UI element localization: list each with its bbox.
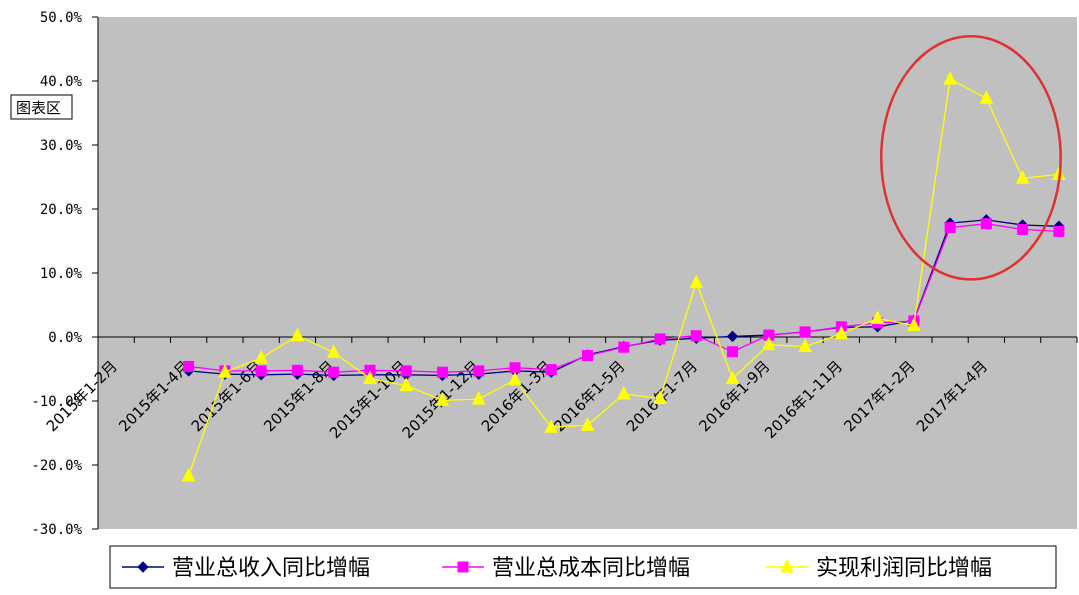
- series-marker: [435, 392, 450, 406]
- y-tick-label: -10.0%: [31, 394, 82, 410]
- series-marker: [218, 364, 232, 378]
- legend-label: 营业总收入同比增幅: [172, 556, 370, 581]
- series-marker: [137, 561, 149, 573]
- legend: 营业总收入同比增幅 营业总成本同比增幅 实现利润同比增幅: [109, 545, 1057, 589]
- y-tick-label: 0.0%: [48, 330, 82, 346]
- series-marker: [944, 222, 956, 234]
- series-marker: [508, 371, 522, 386]
- plot-area: [97, 17, 1077, 529]
- series-marker: [618, 341, 630, 353]
- y-tick-label: 50.0%: [40, 10, 83, 26]
- series-marker: [326, 344, 341, 358]
- series-marker: [943, 70, 957, 85]
- series-marker: [582, 350, 593, 362]
- series-marker: [254, 350, 268, 364]
- series-marker: [870, 310, 885, 324]
- highlight-ellipse: [879, 34, 1062, 281]
- series-marker: [689, 274, 704, 289]
- series-marker: [726, 330, 739, 343]
- series-marker: [761, 336, 776, 351]
- series-marker: [290, 327, 305, 342]
- series-marker: [436, 366, 448, 378]
- series-marker: [725, 370, 740, 385]
- chart-area-tag-text: 图表区: [16, 99, 61, 117]
- legend-item-1: 营业总收入同比增幅: [122, 556, 370, 581]
- legend-item-2: 营业总成本同比增幅: [442, 556, 690, 581]
- series-marker: [727, 346, 739, 358]
- y-tick-label: 30.0%: [40, 138, 83, 154]
- plot-background: [98, 17, 1077, 529]
- series-3: [181, 70, 1066, 482]
- series-marker: [183, 360, 195, 372]
- annotation-group: [879, 34, 1062, 281]
- y-tick-label: 10.0%: [40, 266, 83, 282]
- series-marker: [979, 90, 994, 104]
- series-marker: [363, 370, 377, 385]
- series-marker: [509, 362, 521, 374]
- series-marker: [328, 366, 340, 378]
- series-marker: [654, 333, 666, 345]
- legend-box: [109, 545, 1057, 589]
- legend-label: 营业总成本同比增幅: [492, 556, 690, 581]
- y-tick-label: -30.0%: [31, 522, 82, 538]
- series-marker: [1053, 225, 1065, 237]
- series-group: [181, 70, 1066, 482]
- series-marker: [798, 338, 812, 353]
- y-tick-label: 40.0%: [40, 74, 83, 90]
- series-marker: [653, 390, 667, 404]
- series-marker: [799, 326, 811, 338]
- series-marker: [616, 385, 631, 400]
- series-marker: [544, 419, 559, 433]
- series-marker: [690, 330, 702, 342]
- series-marker: [255, 365, 267, 377]
- series-marker: [907, 317, 921, 331]
- series-marker: [457, 561, 469, 573]
- y-tick-label: 20.0%: [40, 202, 83, 218]
- series-marker: [545, 364, 557, 376]
- series-marker: [399, 377, 414, 392]
- series-marker: [181, 467, 196, 482]
- series-marker: [1017, 223, 1029, 235]
- y-tick-label: -20.0%: [31, 458, 82, 474]
- chart-area-tag: 图表区: [10, 94, 73, 120]
- legend-label: 实现利润同比增幅: [816, 556, 992, 581]
- legend-item-3: 实现利润同比增幅: [766, 556, 992, 581]
- series-marker: [400, 365, 412, 377]
- series-marker: [1015, 170, 1030, 184]
- y-axis: 50.0% 40.0% 30.0% 20.0% 10.0% 0.0% -10.0% -20.0…: [31, 10, 98, 538]
- series-marker: [980, 218, 992, 230]
- series-marker: [471, 390, 486, 405]
- series-marker: [834, 325, 849, 340]
- chart-area-tag-box: [10, 94, 73, 120]
- series-marker: [780, 558, 794, 573]
- series-marker: [291, 364, 303, 376]
- series-marker: [580, 417, 595, 431]
- series-marker: [473, 365, 485, 377]
